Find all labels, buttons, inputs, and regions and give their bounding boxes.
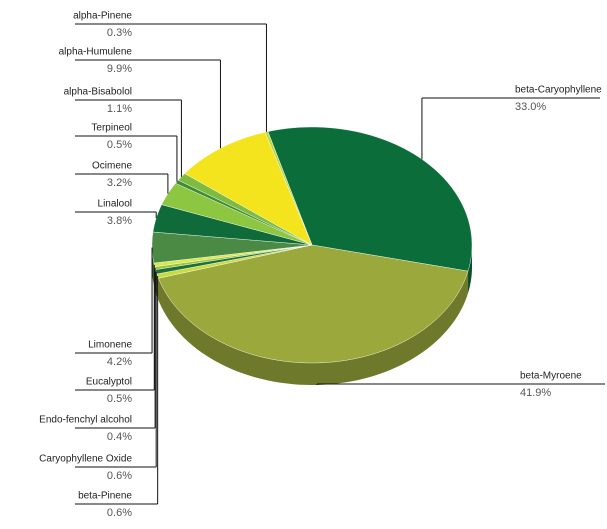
slice — [152, 204, 313, 246]
data-label: 9.9% — [107, 63, 132, 75]
legend-label: Linalool — [98, 199, 132, 210]
slice — [151, 231, 313, 264]
legend-label: alpha-Humulene — [59, 47, 133, 58]
legend-label: Terpineol — [91, 123, 132, 134]
legend-label: Endo-fenchyl alcohol — [39, 415, 132, 426]
legend-label: Caryophyllene Oxide — [39, 454, 132, 465]
data-label: 3.2% — [107, 177, 132, 189]
data-label: 41.9% — [520, 387, 551, 399]
data-label: 4.2% — [107, 356, 132, 368]
legend-label: Limonene — [88, 340, 132, 351]
data-label: 0.3% — [107, 27, 132, 39]
slice — [161, 183, 313, 246]
data-label: 0.6% — [107, 507, 132, 519]
data-label: 0.5% — [107, 139, 132, 151]
legend-label: Ocimene — [92, 161, 132, 172]
legend-label: Eucalyptol — [86, 377, 132, 388]
data-label: 0.4% — [107, 431, 132, 443]
legend-label: alpha-Pinene — [73, 11, 132, 22]
slice — [158, 244, 469, 364]
slice-side — [158, 271, 469, 385]
data-label: 1.1% — [107, 103, 132, 115]
data-label: 33.0% — [515, 101, 546, 113]
legend-label: beta-Pinene — [78, 491, 132, 502]
legend-label: beta-Myroene — [520, 371, 582, 382]
slice-side — [468, 245, 472, 294]
legend-label: alpha-Bisabolol — [64, 87, 132, 98]
data-label: 0.5% — [107, 393, 132, 405]
data-label: 3.8% — [107, 215, 132, 227]
legend-label: beta-Caryophyllene — [515, 85, 602, 96]
data-label: 0.6% — [107, 470, 132, 482]
